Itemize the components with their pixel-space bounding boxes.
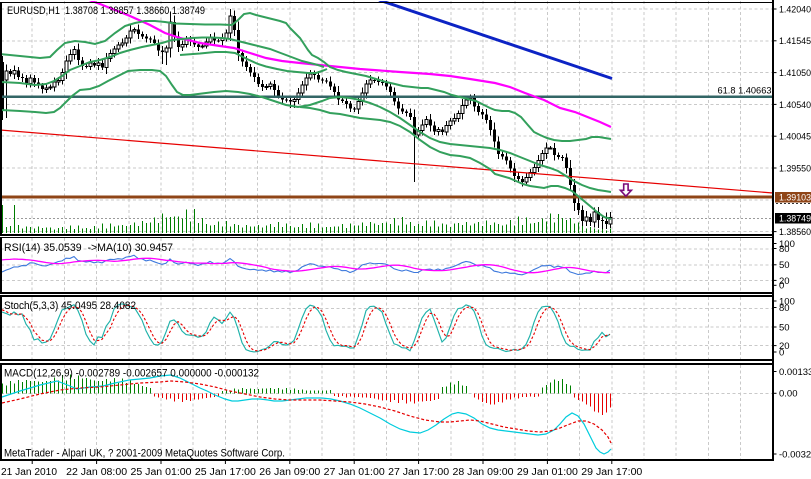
svg-text:20: 20 xyxy=(779,341,790,352)
svg-text:1.38749: 1.38749 xyxy=(779,214,811,225)
svg-text:EURUSD,H1 1.38708 1.38857 1.3: EURUSD,H1 1.38708 1.38857 1.38660 1.3874… xyxy=(7,5,205,17)
svg-text:29 Jan 01:00: 29 Jan 01:00 xyxy=(517,467,578,478)
svg-text:1.40540: 1.40540 xyxy=(779,100,811,111)
svg-text:50: 50 xyxy=(779,322,790,333)
svg-text:1.41545: 1.41545 xyxy=(779,36,811,47)
svg-text:1.38560: 1.38560 xyxy=(779,227,811,238)
svg-text:27 Jan 17:00: 27 Jan 17:00 xyxy=(388,467,449,478)
svg-text:50: 50 xyxy=(779,260,790,271)
svg-text:1.40045: 1.40045 xyxy=(779,132,811,143)
svg-text:0.00: 0.00 xyxy=(779,389,798,400)
svg-text:0: 0 xyxy=(779,347,784,358)
svg-text:27 Jan 01:00: 27 Jan 01:00 xyxy=(324,467,385,478)
svg-text:RSI(14) 35.0539 ->MA(10) 30.9: RSI(14) 35.0539 ->MA(10) 30.9457 xyxy=(4,242,173,254)
svg-text:29 Jan 17:00: 29 Jan 17:00 xyxy=(581,467,642,478)
svg-text:100: 100 xyxy=(779,296,795,307)
svg-text:1.39550: 1.39550 xyxy=(779,163,811,174)
svg-text:61.8 1.40663: 61.8 1.40663 xyxy=(718,86,772,97)
svg-text:100: 100 xyxy=(779,239,795,250)
svg-text:-0.003200: -0.003200 xyxy=(779,449,811,460)
svg-text:80: 80 xyxy=(779,244,790,255)
svg-text:1.39103: 1.39103 xyxy=(779,193,811,204)
svg-text:Stoch(5,3,3) 45.0495 28.4082: Stoch(5,3,3) 45.0495 28.4082 xyxy=(4,300,136,312)
svg-text:22 Jan 08:00: 22 Jan 08:00 xyxy=(66,467,127,478)
svg-text:MetaTrader - Alpari UK, ? 2001: MetaTrader - Alpari UK, ? 2001-2009 Meta… xyxy=(4,448,285,460)
svg-text:25 Jan 01:00: 25 Jan 01:00 xyxy=(131,467,192,478)
svg-text:80: 80 xyxy=(779,303,790,314)
svg-text:MACD(12,26,9) -0.002789 -0.002: MACD(12,26,9) -0.002789 -0.002657 0.0000… xyxy=(4,368,259,380)
svg-text:26 Jan 09:00: 26 Jan 09:00 xyxy=(259,467,320,478)
svg-text:28 Jan 09:00: 28 Jan 09:00 xyxy=(453,467,514,478)
svg-text:0: 0 xyxy=(779,281,784,292)
svg-text:1.42040: 1.42040 xyxy=(779,4,811,15)
svg-text:21 Jan 2010: 21 Jan 2010 xyxy=(1,467,57,478)
svg-text:20: 20 xyxy=(779,276,790,287)
svg-text:1.41050: 1.41050 xyxy=(779,68,811,79)
svg-text:25 Jan 17:00: 25 Jan 17:00 xyxy=(195,467,256,478)
svg-text:0.001333: 0.001333 xyxy=(779,367,811,378)
